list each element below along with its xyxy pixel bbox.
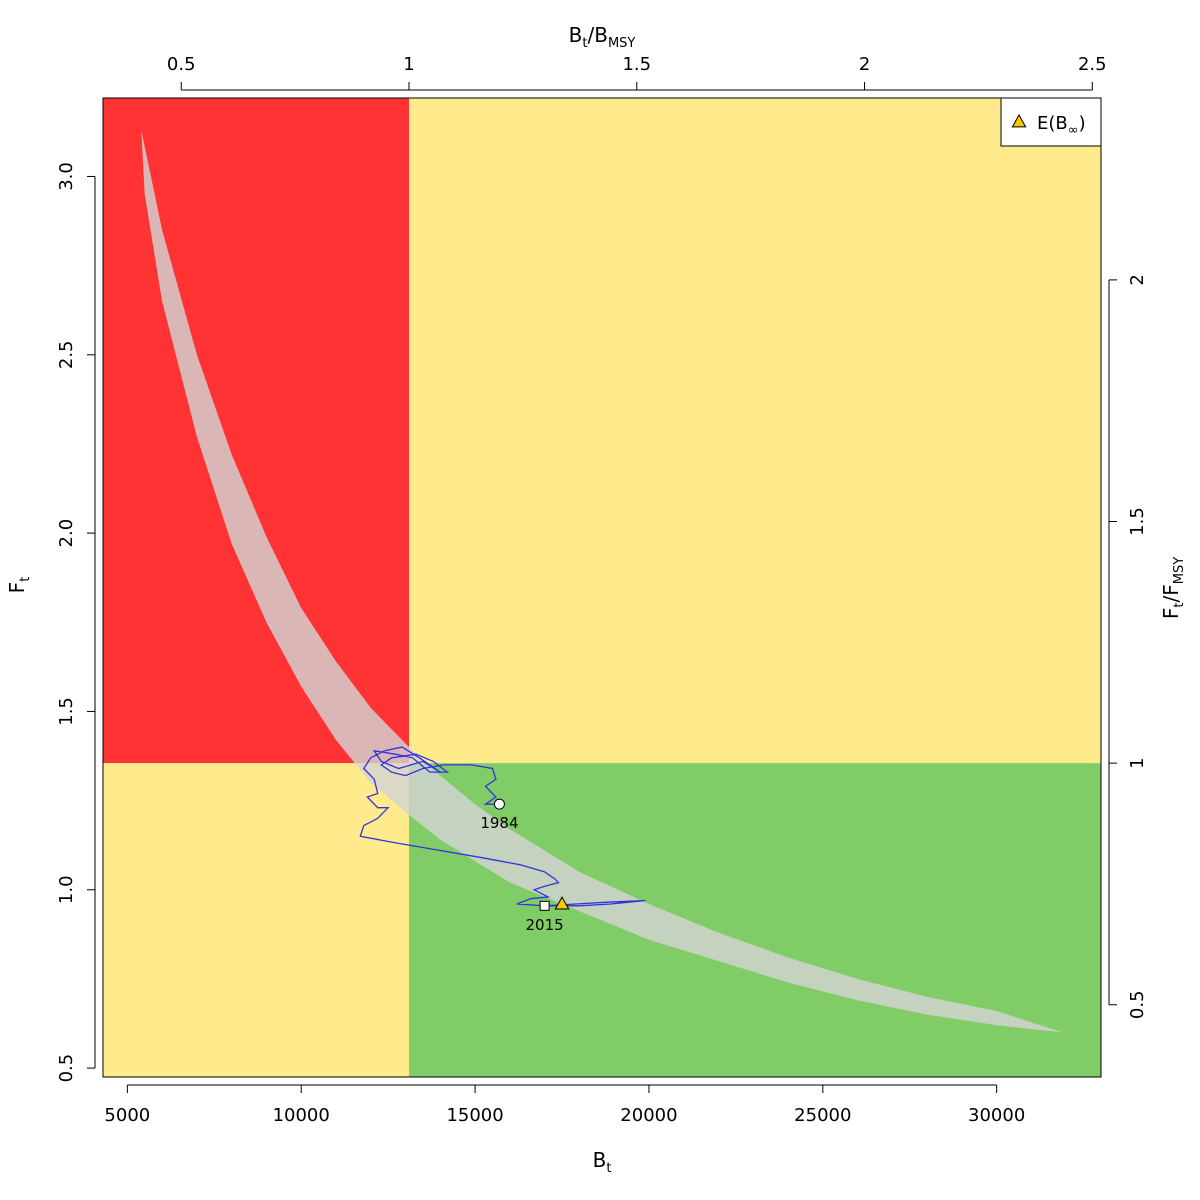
zone-healthy bbox=[409, 763, 1101, 1077]
x-tick-label: 5000 bbox=[104, 1105, 150, 1126]
top-tick-label: 2.5 bbox=[1078, 54, 1107, 75]
x-tick-label: 15000 bbox=[446, 1105, 503, 1126]
point-2015-marker bbox=[539, 900, 550, 911]
x-tick-label: 25000 bbox=[794, 1105, 851, 1126]
y-tick-label: 2.0 bbox=[56, 519, 77, 548]
zone-overfished bbox=[103, 763, 410, 1077]
point-1984-marker bbox=[493, 798, 505, 810]
y-tick-label: 0.5 bbox=[56, 1054, 77, 1083]
status-zones bbox=[103, 98, 1101, 1077]
point-marks bbox=[493, 798, 570, 911]
right-tick-label: 0.5 bbox=[1127, 990, 1148, 1019]
x-axis-title: Bt bbox=[593, 1148, 612, 1176]
plot-frame bbox=[102, 97, 1102, 1078]
axes: 5000 10000 15000 20000 25000 30000 0.5 1.0 1.5 2.… bbox=[56, 54, 1148, 1126]
top-tick-label: 1 bbox=[403, 54, 414, 75]
x-tick-label: 20000 bbox=[620, 1105, 677, 1126]
top-tick-label: 2 bbox=[859, 54, 870, 75]
legend-label: E(B∞) bbox=[1037, 113, 1086, 138]
top-tick-label: 1.5 bbox=[622, 54, 651, 75]
right-tick-label: 1.5 bbox=[1127, 507, 1148, 536]
right-axis-title: Ft/FMSY bbox=[1159, 557, 1187, 619]
top-tick-label: 0.5 bbox=[167, 54, 196, 75]
y-tick-label: 1.5 bbox=[56, 697, 77, 726]
x-tick-label: 10000 bbox=[273, 1105, 330, 1126]
point-1984-label: 1984 bbox=[480, 814, 518, 832]
right-tick-label: 1 bbox=[1127, 757, 1148, 768]
plot-area bbox=[103, 98, 1101, 1077]
trajectory-line bbox=[359, 746, 646, 907]
legend-triangle-icon bbox=[1011, 113, 1027, 128]
point-2015-label: 2015 bbox=[526, 916, 564, 934]
right-tick-label: 2 bbox=[1127, 274, 1148, 285]
legend: E(B∞) bbox=[1000, 97, 1102, 147]
y-tick-label: 1.0 bbox=[56, 875, 77, 904]
y-tick-label: 3.0 bbox=[56, 162, 77, 191]
equilibrium-triangle-marker bbox=[554, 896, 570, 910]
y-axis-title: Ft bbox=[5, 577, 33, 594]
x-tick-label: 30000 bbox=[968, 1105, 1025, 1126]
y-tick-label: 2.5 bbox=[56, 340, 77, 369]
zone-overfishing bbox=[409, 98, 1101, 764]
top-axis-title: Bt/BMSY bbox=[569, 23, 636, 51]
